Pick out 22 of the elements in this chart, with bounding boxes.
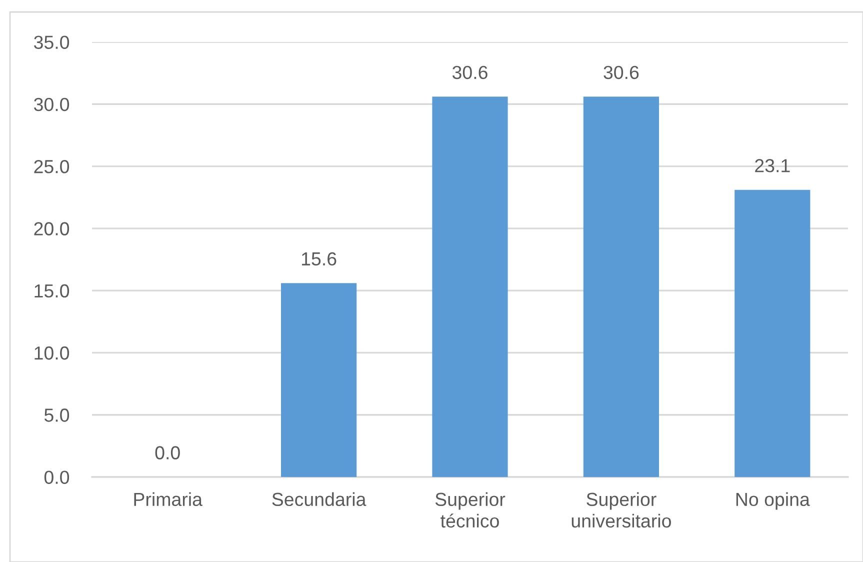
data-label: 23.1 — [755, 159, 790, 172]
y-tick-label: 35.0 — [34, 36, 70, 49]
bar — [734, 190, 810, 477]
y-tick-label: 15.0 — [34, 284, 70, 298]
data-label: 0.0 — [155, 446, 180, 460]
y-tick-label: 30.0 — [34, 98, 70, 112]
bar — [281, 283, 357, 477]
bar — [432, 96, 508, 477]
x-tick-label: Secundaria — [272, 492, 366, 506]
x-tick-label: No opina — [736, 492, 810, 510]
y-tick-label: 20.0 — [34, 222, 70, 236]
y-tick-label: 0.0 — [44, 470, 70, 484]
y-tick-label: 25.0 — [34, 160, 70, 174]
bar — [583, 96, 659, 477]
data-label: 30.6 — [604, 66, 639, 80]
data-label: 15.6 — [302, 252, 336, 266]
x-tick-label: Superior técnico — [435, 492, 506, 528]
y-tick-label: 10.0 — [34, 346, 70, 360]
x-tick-label: Primaria — [134, 492, 202, 506]
y-tick-label: 5.0 — [44, 408, 70, 422]
x-tick-label: Superior universitario — [572, 492, 671, 528]
data-label: 30.6 — [452, 66, 488, 80]
